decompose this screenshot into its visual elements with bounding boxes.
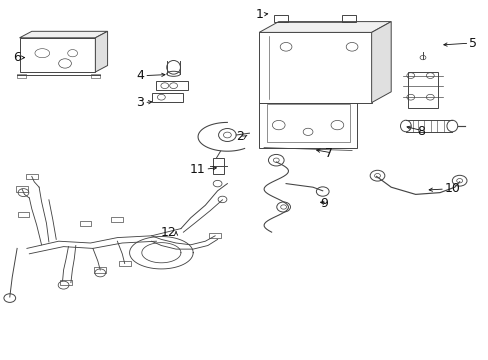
Bar <box>26 174 38 179</box>
Bar <box>94 267 106 273</box>
Bar <box>212 158 224 174</box>
Text: 12: 12 <box>160 226 176 239</box>
Text: 8: 8 <box>417 125 425 138</box>
Text: 6: 6 <box>13 51 20 64</box>
Text: 10: 10 <box>444 183 460 195</box>
Bar <box>119 261 130 266</box>
Text: 9: 9 <box>319 197 327 210</box>
Bar <box>111 217 123 222</box>
Bar <box>80 221 91 226</box>
Polygon shape <box>20 31 107 38</box>
Text: 7: 7 <box>324 147 332 159</box>
Bar <box>60 280 72 285</box>
Bar <box>209 233 221 238</box>
Text: 11: 11 <box>189 163 205 176</box>
Bar <box>273 15 287 22</box>
Polygon shape <box>259 22 390 32</box>
Bar <box>266 104 349 142</box>
Bar <box>16 186 28 192</box>
Text: 3: 3 <box>136 96 144 109</box>
Text: 2: 2 <box>236 130 244 143</box>
Bar <box>151 93 183 102</box>
Bar <box>342 15 355 22</box>
Bar <box>407 72 437 108</box>
Text: 4: 4 <box>136 69 144 82</box>
Text: 1: 1 <box>255 8 263 21</box>
Bar <box>91 74 100 78</box>
Bar <box>156 81 188 90</box>
Bar <box>18 212 29 217</box>
Polygon shape <box>371 22 390 103</box>
Polygon shape <box>95 31 107 72</box>
Bar <box>17 74 26 78</box>
Text: 5: 5 <box>468 37 476 50</box>
